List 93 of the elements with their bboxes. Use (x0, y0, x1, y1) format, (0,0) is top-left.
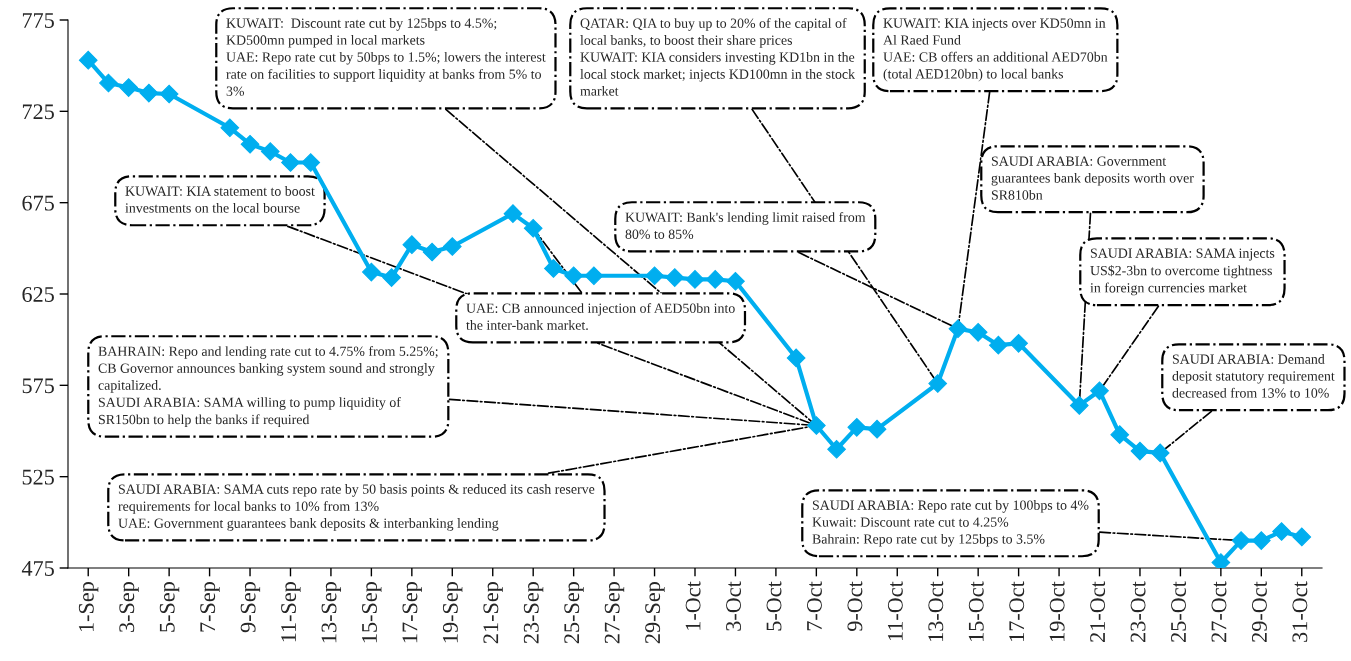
point (1292, 527, 1312, 547)
point (260, 142, 280, 161)
point (1150, 443, 1170, 463)
annotation: SAUDI ARABIA: Government guarantees bank deposits worth over SR810bn (991, 156, 1194, 200)
point (989, 335, 1008, 355)
point (645, 266, 664, 286)
point (99, 73, 118, 93)
annotation: SAUDI ARABIA: SAMA injects US$2-3bn to overcome tightness in foreign currencies market (1090, 248, 1275, 296)
point (159, 84, 179, 104)
x-tick-label: 19-Sep (442, 582, 463, 643)
x-tick-label: 13-Sep (321, 582, 342, 643)
x-tick-label: 15-Oct (968, 581, 984, 641)
point (362, 262, 381, 282)
point (705, 270, 725, 289)
y-tick-label: 675 (22, 195, 54, 211)
annotation: QATAR: QIA to buy up to 20% of the capital of local banks, to boost their share prices KUWAIT: KIA considers investing KD1bn in the local stock market; injects KD100mn in the stock market (580, 18, 856, 96)
annotation: KUWAIT: KIA injects over KD50mn in Al Raed Fund UAE: CB offers an additional AED70bn (total AED120bn) to local banks (883, 18, 1108, 82)
x-tick-label: 23-Sep (523, 582, 544, 644)
point (1110, 425, 1130, 445)
x-tick-label: 21-Sep (483, 582, 503, 644)
annotation: SAUDI ARABIA: SAMA cuts repo rate by 50 basis points & reduced its cash reserve requirements for local banks to 10% from 13% UAE: Government guarantees bank deposits & interbanking lending (118, 484, 595, 531)
y-tick-label: 725 (22, 104, 54, 120)
point (807, 416, 826, 435)
y-tick-label: 775 (22, 13, 54, 28)
point (119, 78, 139, 97)
point (78, 50, 98, 70)
x-tick-label: 1-Sep (78, 582, 99, 632)
point (564, 266, 583, 286)
annotation: BAHRAIN: Repo and lending rate cut to 4.75% from 5.25%; CB Governor announces banking system sound and strongly capitalized. SAUDI ARABIA: SAMA willing to pump liquidity of SR150bn to help the banks if required (98, 346, 438, 427)
point (503, 204, 523, 223)
x-tick-label: 27-Oct (1211, 581, 1227, 642)
x-tick-label: 19-Oct (1049, 581, 1065, 641)
y-tick-label: 575 (22, 378, 54, 394)
point (1009, 333, 1028, 353)
x-tick-label: 25-Oct (1171, 581, 1186, 642)
point (928, 374, 948, 393)
annotation: KUWAIT: KIA statement to boost investments on the local bourse (125, 186, 315, 213)
x-tick-label: 13-Oct (928, 581, 944, 641)
x-tick-label: 17-Sep (402, 582, 422, 643)
point (726, 271, 745, 291)
point (382, 268, 401, 287)
point (523, 218, 543, 238)
point (786, 348, 806, 368)
x-tick-label: 31-Oct (1292, 581, 1308, 642)
x-tick-label: 5-Oct (766, 581, 782, 631)
annotation: SAUDI ARABIA: Demand deposit statutory requirement decreased from 13% to 10% (1172, 354, 1335, 398)
annotation: KUWAIT: Bank's lending limit raised from 80% to 85% (625, 212, 866, 239)
point (281, 153, 300, 172)
x-tick-label: 17-Oct (1009, 581, 1025, 641)
x-tick-label: 3-Oct (726, 581, 742, 631)
x-tick-label: 15-Sep (362, 582, 382, 643)
point (240, 134, 260, 154)
point (847, 417, 867, 437)
point (139, 83, 159, 103)
x-tick-label: 29-Oct (1251, 581, 1267, 642)
x-tick-label: 11-Oct (887, 581, 903, 641)
point (685, 270, 705, 289)
point (1090, 381, 1109, 401)
x-tick-label: 9-Oct (847, 581, 863, 632)
point (867, 419, 887, 439)
x-tick-label: 1-Oct (685, 581, 701, 630)
x-tick-label: 29-Sep (645, 582, 665, 644)
point (1251, 531, 1271, 550)
point (827, 439, 846, 459)
x-tick-label: 7-Sep (200, 582, 220, 632)
point (1231, 531, 1251, 550)
point (442, 237, 462, 256)
point (1069, 396, 1089, 415)
y-tick-label: 475 (21, 561, 54, 576)
x-tick-label: 23-Oct (1130, 581, 1146, 642)
x-tick-label: 11-Sep (281, 582, 301, 642)
point (220, 118, 240, 138)
point (1130, 441, 1150, 461)
point (422, 242, 442, 262)
x-tick-label: 7-Oct (806, 581, 822, 631)
x-tick-label: 21-Oct (1090, 581, 1106, 642)
x-tick-label: 9-Sep (240, 582, 261, 633)
annotation: SAUDI ARABIA: Repo rate cut by 100bps to 4% Kuwait: Discount rate cut to 4.25% Bahrain: Repo rate cut by 125bps to 3.5% (812, 500, 1089, 547)
annotation: UAE: CB announced injection of AED50bn into the inter-bank market. (466, 303, 735, 330)
point (301, 153, 321, 172)
point (402, 235, 422, 255)
point (948, 319, 968, 339)
y-tick-label: 525 (22, 469, 54, 485)
point (968, 323, 988, 342)
y-tick-label: 625 (22, 286, 54, 302)
point (665, 268, 685, 287)
x-tick-label: 27-Sep (604, 582, 625, 644)
x-tick-label: 3-Sep (119, 582, 139, 632)
point (1272, 522, 1291, 541)
x-tick-label: 5-Sep (159, 582, 180, 632)
x-tick-label: 25-Sep (564, 582, 584, 644)
point (584, 266, 604, 286)
annotation: KUWAIT: Discount rate cut by 125bps to 4.5%; KD500mn pumped in local markets UAE: Repo rate cut by 50bps to 1.5%; lowers the interest rate on facilities to support liquidity at banks from 5% to 3% (226, 18, 546, 96)
